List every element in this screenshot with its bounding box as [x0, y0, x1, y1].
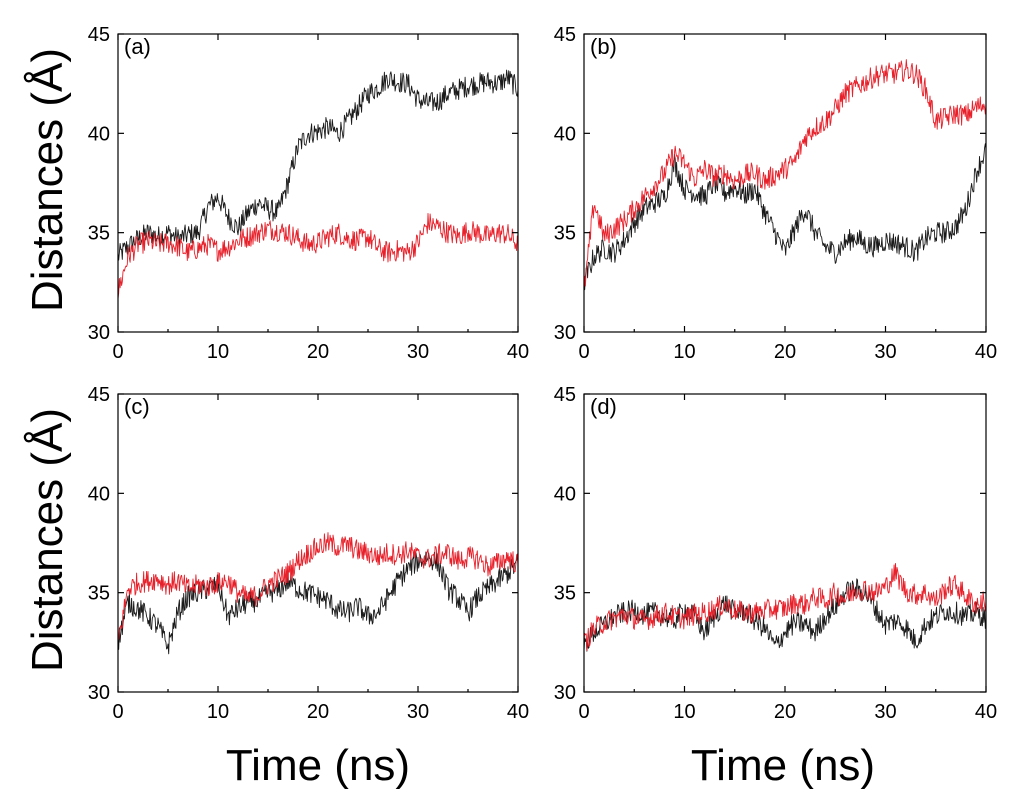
panel-label-b: (b) — [590, 34, 617, 59]
y-tick-label-b: 35 — [554, 223, 576, 245]
y-tick-label-d: 45 — [554, 384, 576, 406]
x-tick-label-b: 10 — [673, 341, 695, 363]
plot-frame-b — [583, 33, 987, 333]
x-tick-label-c: 40 — [507, 701, 529, 723]
x-tick-label-c: 20 — [307, 701, 329, 723]
x-tick-label-c: 10 — [207, 701, 229, 723]
y-tick-label-c: 45 — [88, 384, 110, 406]
x-tick-label-d: 10 — [673, 701, 695, 723]
y-tick-label-d: 35 — [554, 583, 576, 605]
x-tick-label-b: 0 — [578, 341, 589, 363]
y-tick-label-c: 40 — [88, 483, 110, 505]
x-tick-label-d: 30 — [874, 701, 896, 723]
y-axis-title-top: Distances (Å) — [23, 48, 72, 312]
x-tick-label-a: 20 — [307, 341, 329, 363]
y-tick-label-a: 35 — [88, 223, 110, 245]
x-tick-label-a: 30 — [407, 341, 429, 363]
series-red-line-c — [118, 532, 518, 641]
series-black-line-d — [584, 578, 986, 652]
x-tick-label-a: 40 — [507, 341, 529, 363]
x-tick-label-b: 30 — [874, 341, 896, 363]
y-tick-label-a: 45 — [88, 24, 110, 46]
series-red-line-d — [584, 562, 986, 651]
x-tick-label-a: 10 — [207, 341, 229, 363]
panel-label-d: (d) — [590, 394, 617, 419]
panel-label-a: (a) — [124, 34, 151, 59]
series-black-line-b — [584, 143, 986, 291]
plot-frame-d — [583, 393, 987, 693]
y-axis-title-bottom: Distances (Å) — [23, 408, 72, 672]
series-red-line-a — [118, 213, 518, 299]
plot-frame-c — [117, 393, 519, 693]
x-tick-label-c: 30 — [407, 701, 429, 723]
panel-label-c: (c) — [124, 394, 150, 419]
y-tick-label-d: 40 — [554, 483, 576, 505]
panel-c: 0 10 20 30 40 30 35 40 45 (c) — [88, 384, 529, 723]
x-tick-label-d: 0 — [578, 701, 589, 723]
x-tick-label-c: 0 — [112, 701, 123, 723]
x-tick-label-b: 20 — [774, 341, 796, 363]
x-tick-label-d: 20 — [774, 701, 796, 723]
series-black-line-a — [118, 69, 518, 261]
y-tick-label-a: 30 — [88, 322, 110, 344]
series-black-line-c — [118, 551, 518, 655]
series-red-line-b — [584, 59, 986, 290]
y-tick-label-c: 35 — [88, 583, 110, 605]
x-tick-label-a: 0 — [112, 341, 123, 363]
panel-d: 0 10 20 30 40 30 35 40 45 (d) — [554, 384, 997, 723]
y-tick-label-d: 30 — [554, 682, 576, 704]
y-tick-label-b: 40 — [554, 123, 576, 145]
panels: 0 10 20 30 40 30 35 40 45 (a) 0 10 20 30 40 30 35 40 45 (b)… — [88, 24, 997, 723]
x-axis-title-left: Time (ns) — [226, 741, 410, 790]
x-tick-label-d: 40 — [975, 701, 997, 723]
panel-b: 0 10 20 30 40 30 35 40 45 (b) — [554, 24, 997, 363]
plot-frame-a — [117, 33, 519, 333]
x-tick-label-b: 40 — [975, 341, 997, 363]
y-tick-label-b: 30 — [554, 322, 576, 344]
x-axis-title-right: Time (ns) — [691, 741, 875, 790]
y-tick-label-c: 30 — [88, 682, 110, 704]
panel-a: 0 10 20 30 40 30 35 40 45 (a) — [88, 24, 529, 363]
y-tick-label-a: 40 — [88, 123, 110, 145]
y-tick-label-b: 45 — [554, 24, 576, 46]
